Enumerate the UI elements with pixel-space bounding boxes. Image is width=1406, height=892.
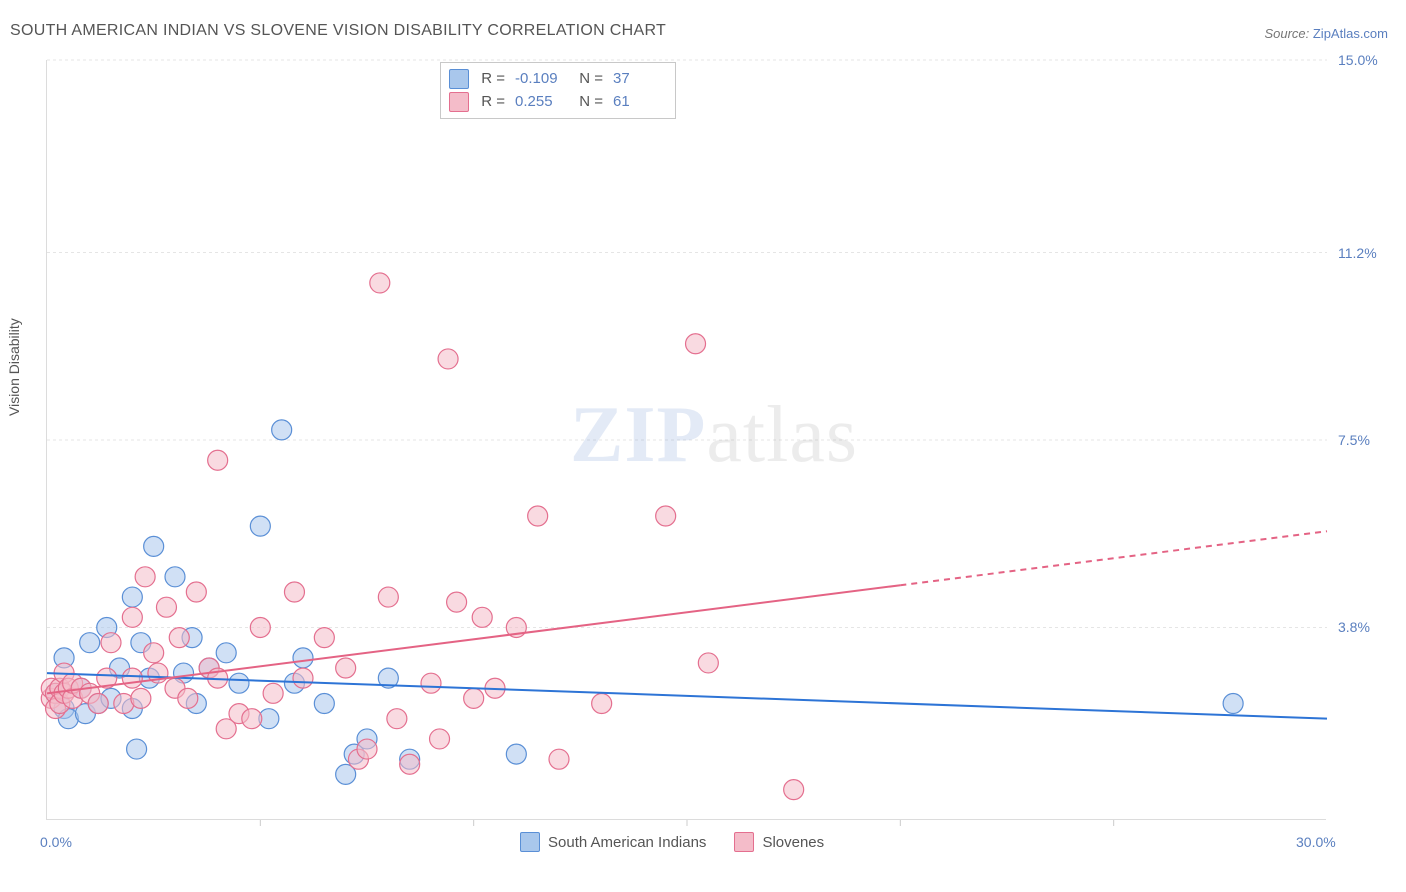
chart-title: SOUTH AMERICAN INDIAN VS SLOVENE VISION … [10,22,666,40]
y-tick-label: 3.8% [1338,619,1370,635]
y-tick-label: 7.5% [1338,432,1370,448]
plot-area [46,60,1326,820]
n-value: 61 [613,91,665,114]
legend-label: South American Indians [548,834,706,851]
n-label: N = [577,68,603,91]
source-prefix: Source: [1264,26,1312,41]
r-value: 0.255 [515,91,567,114]
legend-item: South American Indians [520,832,706,852]
chart-svg [47,60,1326,819]
n-label: N = [577,91,603,114]
r-label: R = [479,91,505,114]
legend-swatch [734,832,754,852]
n-value: 37 [613,68,665,91]
stat-legend-row: R = 0.255 N = 61 [449,91,665,114]
statistics-legend: R = -0.109 N = 37 R = 0.255 N = 61 [440,62,676,119]
legend-swatch [449,69,469,89]
legend-swatch [520,832,540,852]
source-attribution: Source: ZipAtlas.com [1264,26,1388,41]
legend-label: Slovenes [762,834,824,851]
y-axis-label: Vision Disability [6,318,22,416]
series-legend: South American Indians Slovenes [520,832,824,852]
stat-legend-row: R = -0.109 N = 37 [449,68,665,91]
r-value: -0.109 [515,68,567,91]
r-label: R = [479,68,505,91]
legend-item: Slovenes [734,832,824,852]
x-tick-label: 30.0% [1296,834,1336,850]
x-tick-label: 0.0% [40,834,72,850]
legend-swatch [449,92,469,112]
y-tick-label: 11.2% [1338,245,1377,261]
source-link[interactable]: ZipAtlas.com [1313,26,1388,41]
y-tick-label: 15.0% [1338,52,1378,68]
